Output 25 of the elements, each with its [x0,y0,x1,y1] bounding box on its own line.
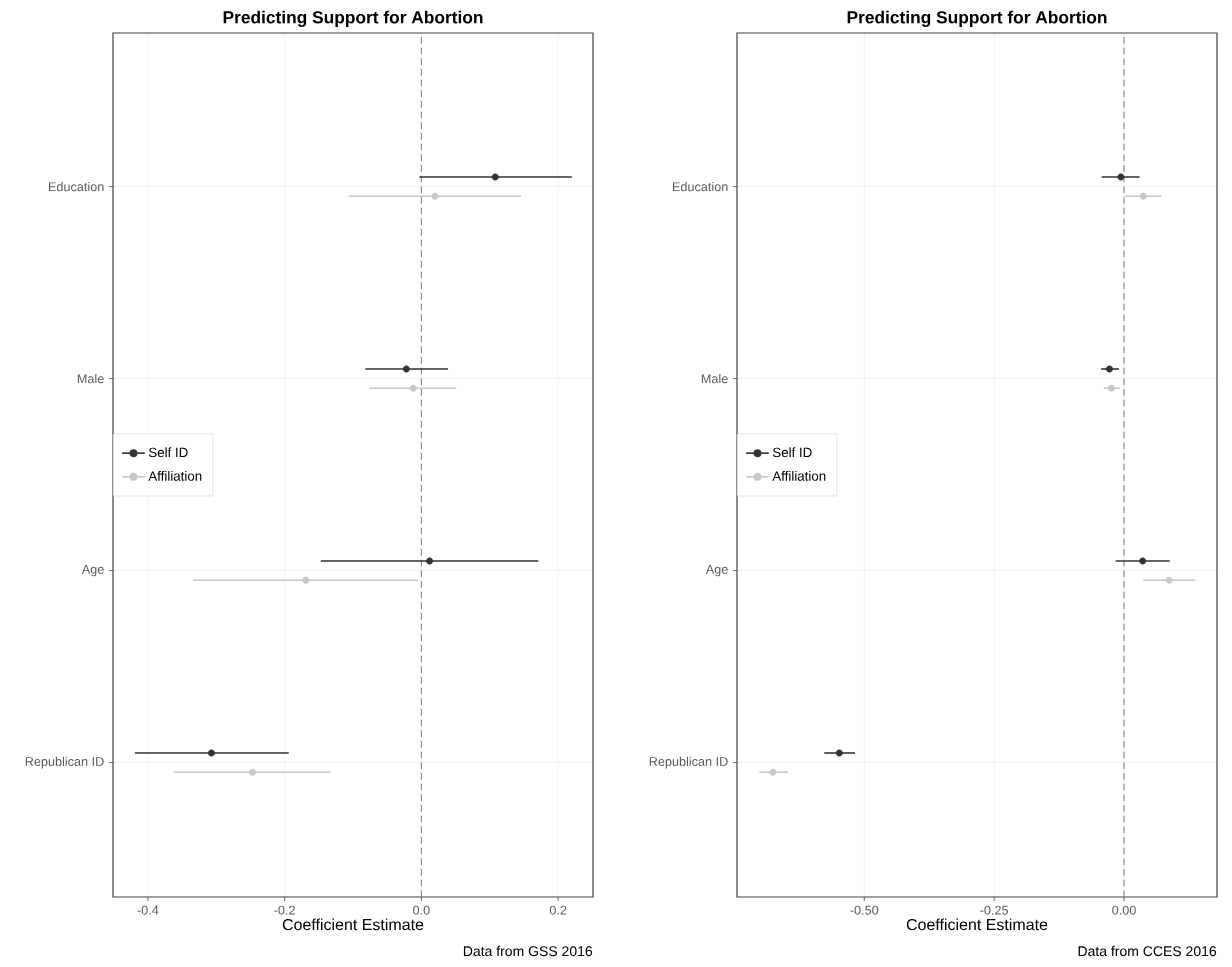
y-tick-label: Male [701,373,728,384]
y-tick-label: Education [49,181,104,192]
chart-title: Predicting Support for Abortion [847,10,1107,27]
x-axis-title: Coefficient Estimate [282,918,424,931]
y-tick-label: Age [705,564,728,577]
y-tick-label: Republican ID [649,756,728,769]
text: Data from GSS 2016 [463,945,593,957]
legend-label: Affiliation [772,470,826,481]
x-tick-label: 0.0 [413,905,430,915]
legend-label: Self ID [148,447,188,458]
x-axis-title: Coefficient Estimate [906,918,1048,931]
x-tick-label: -0.4 [137,905,159,915]
y-tick-label: Republican ID [25,756,104,769]
x-tick-label: -0.25 [980,905,1009,915]
y-tick-label: Education [673,181,728,192]
x-tick-label: -0.50 [850,905,879,915]
y-tick-label: Age [81,564,104,577]
x-tick-label: 0.2 [549,905,567,915]
y-tick-label: Male [77,373,104,384]
legend-label: Affiliation [148,470,202,481]
text: Data from CCES 2016 [1078,945,1217,957]
x-tick-label: 0.00 [1112,905,1136,915]
chart-title: Predicting Support for Abortion [223,10,483,27]
legend-label: Self ID [772,447,812,458]
x-tick-label: -0.2 [274,905,295,915]
